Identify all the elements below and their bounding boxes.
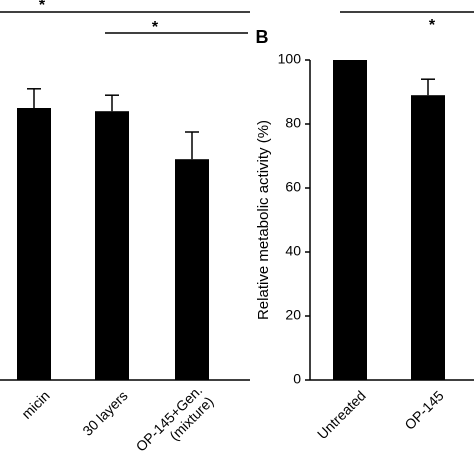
x-tick-label: Untreated <box>314 387 369 442</box>
y-tick-label: 80 <box>285 115 301 131</box>
x-tick-label: OP-145 <box>401 387 447 433</box>
significance-star: * <box>39 0 46 14</box>
y-tick-label: 60 <box>285 179 301 195</box>
significance-star: * <box>429 17 436 34</box>
y-tick-label: 20 <box>285 307 301 323</box>
y-tick-label: 0 <box>293 371 301 387</box>
y-axis-label: Relative metabolic activity (%) <box>255 120 272 320</box>
y-tick-label: 40 <box>285 243 301 259</box>
x-tick-label: 30 layers <box>79 387 130 438</box>
y-tick-label: 100 <box>278 51 302 67</box>
bar <box>411 95 445 380</box>
bar <box>175 159 209 380</box>
bar <box>95 111 129 380</box>
x-tick-label: OP-145+Gen.(mixture) <box>132 382 216 466</box>
x-tick-label: micin <box>18 387 52 421</box>
bar <box>17 108 51 380</box>
bar <box>333 60 367 380</box>
panel-label: B <box>256 27 269 47</box>
significance-star: * <box>152 19 159 36</box>
